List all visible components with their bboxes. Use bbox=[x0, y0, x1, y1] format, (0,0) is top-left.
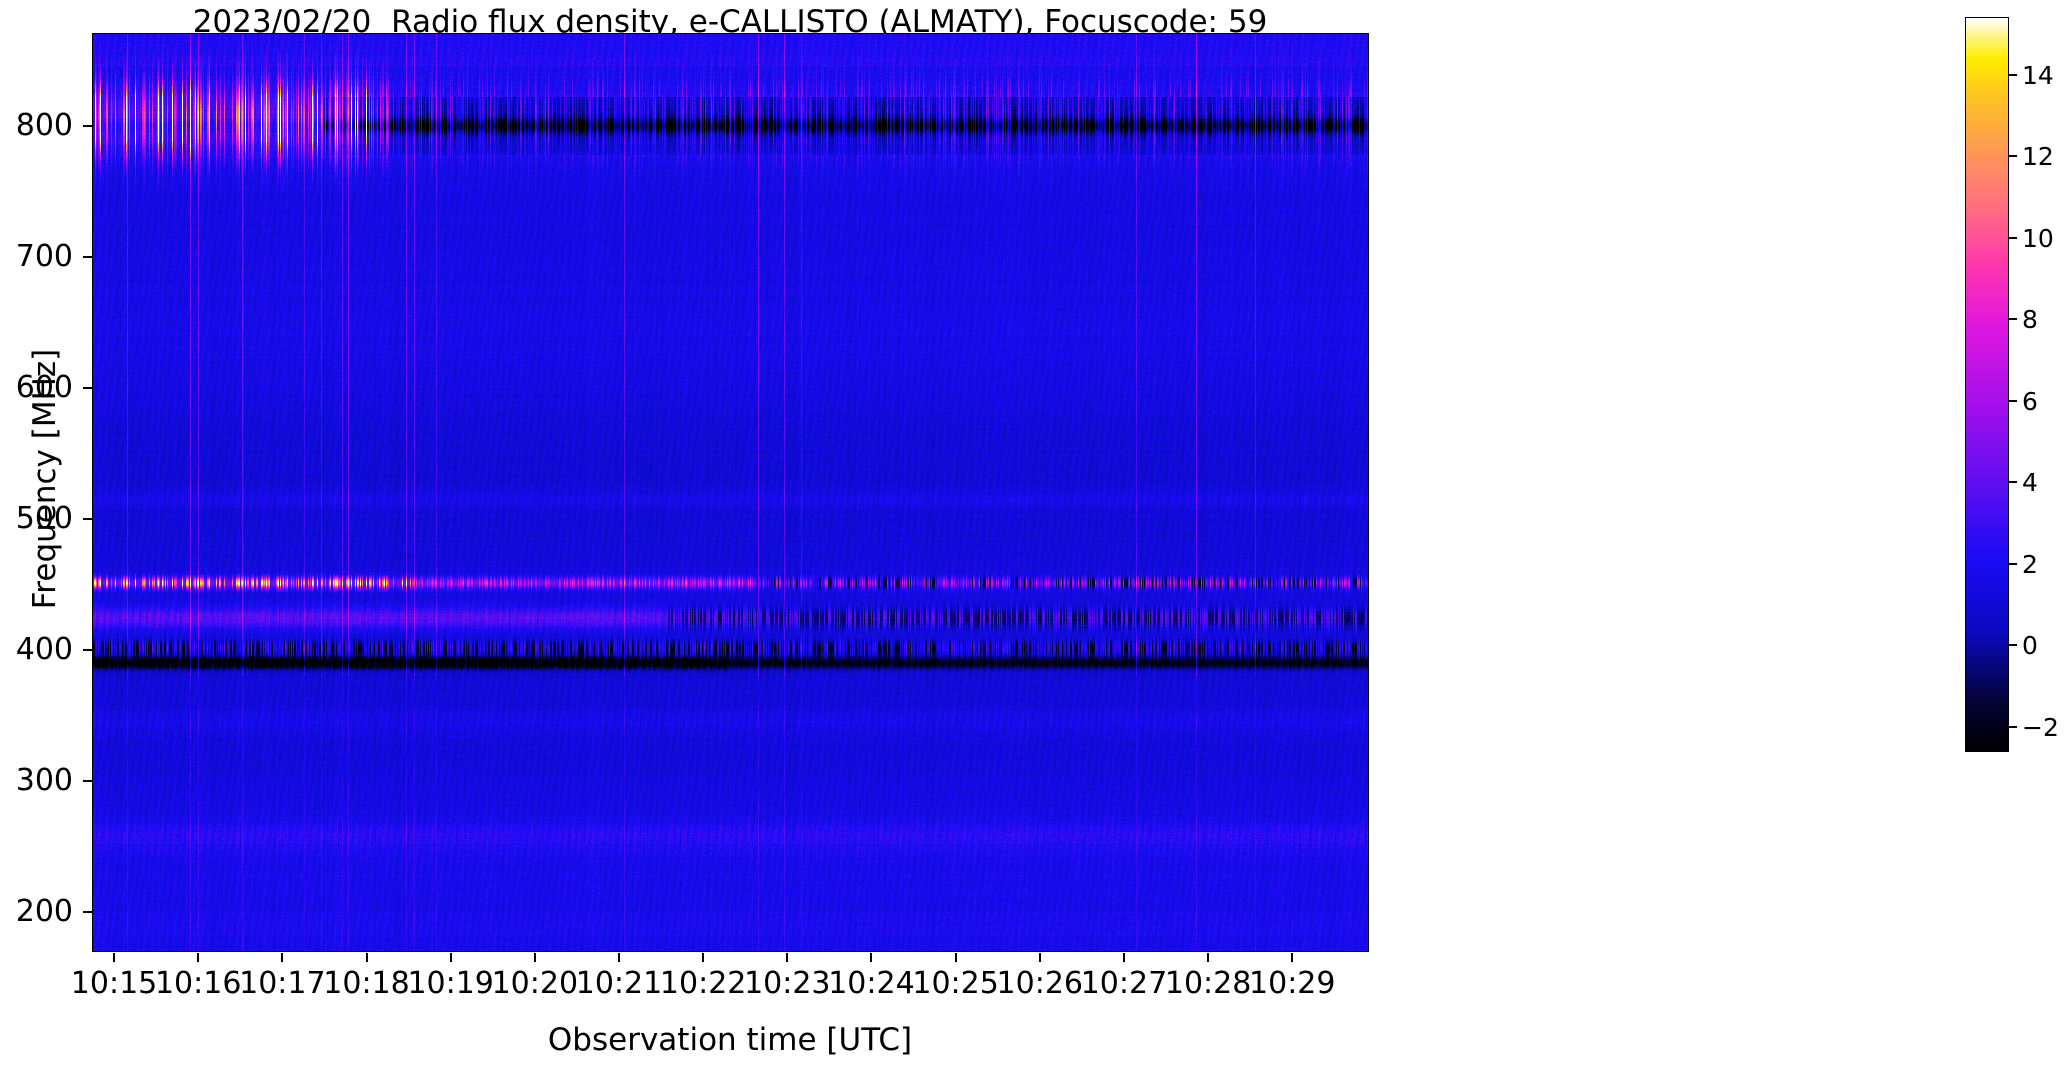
x-tick-label: 10:21 bbox=[575, 966, 663, 1001]
x-tick-label: 10:29 bbox=[1249, 966, 1336, 1001]
colorbar-tick-mark bbox=[2009, 725, 2017, 728]
colorbar-tick-label: 10 bbox=[2022, 223, 2054, 253]
x-tick-mark bbox=[1038, 953, 1041, 962]
x-tick-label: 10:16 bbox=[154, 966, 242, 1001]
x-tick-label: 10:26 bbox=[996, 966, 1084, 1001]
colorbar-tick-mark bbox=[2009, 236, 2017, 239]
x-axis-label: Observation time [UTC] bbox=[547, 1022, 913, 1058]
x-tick-mark bbox=[533, 953, 536, 962]
y-tick-label: 200 bbox=[15, 893, 73, 929]
y-axis-label: Frequency [MHz] bbox=[27, 348, 63, 610]
y-tick-label: 300 bbox=[15, 762, 73, 798]
x-tick-label: 10:19 bbox=[407, 966, 494, 1001]
x-tick-mark bbox=[365, 953, 368, 962]
y-tick-mark bbox=[83, 779, 92, 782]
colorbar-tick-mark bbox=[2009, 318, 2017, 321]
colorbar-tick-mark bbox=[2009, 644, 2017, 647]
colorbar-tick-label: 8 bbox=[2022, 305, 2038, 335]
y-tick-mark bbox=[83, 648, 92, 651]
colorbar-tick-label: 0 bbox=[2022, 631, 2038, 661]
colorbar[interactable] bbox=[1965, 17, 2009, 752]
colorbar-tick-mark bbox=[2009, 481, 2017, 484]
x-tick-label: 10:28 bbox=[1164, 966, 1252, 1001]
x-tick-mark bbox=[702, 953, 705, 962]
colorbar-gradient bbox=[1966, 18, 2008, 751]
y-tick-mark bbox=[83, 517, 92, 520]
x-tick-mark bbox=[113, 953, 116, 962]
y-tick-mark bbox=[83, 910, 92, 913]
x-tick-label: 10:20 bbox=[491, 966, 579, 1001]
x-tick-mark bbox=[617, 953, 620, 962]
colorbar-tick-label: 2 bbox=[2022, 549, 2038, 579]
x-tick-label: 10:17 bbox=[239, 966, 326, 1001]
x-tick-mark bbox=[954, 953, 957, 962]
x-tick-mark bbox=[281, 953, 284, 962]
colorbar-tick-mark bbox=[2009, 74, 2017, 76]
spectrogram-axes[interactable] bbox=[92, 33, 1369, 952]
x-tick-mark bbox=[870, 953, 873, 962]
colorbar-tick-mark bbox=[2009, 399, 2017, 402]
y-tick-label: 800 bbox=[15, 107, 73, 143]
x-tick-label: 10:25 bbox=[912, 966, 999, 1001]
colorbar-tick-label: 6 bbox=[2022, 386, 2038, 416]
y-tick-mark bbox=[83, 255, 92, 258]
y-tick-mark bbox=[83, 386, 92, 389]
x-tick-mark bbox=[1207, 953, 1210, 962]
colorbar-tick-mark bbox=[2009, 155, 2017, 158]
x-tick-label: 10:27 bbox=[1080, 966, 1168, 1001]
colorbar-tick-mark bbox=[2009, 562, 2017, 565]
colorbar-tick-label: −2 bbox=[2022, 712, 2059, 742]
x-tick-mark bbox=[1291, 953, 1294, 962]
x-tick-label: 10:22 bbox=[659, 966, 747, 1001]
x-tick-label: 10:15 bbox=[70, 966, 158, 1001]
colorbar-tick-label: 4 bbox=[2022, 468, 2038, 498]
x-tick-mark bbox=[1122, 953, 1125, 962]
x-tick-mark bbox=[449, 953, 452, 962]
x-tick-label: 10:23 bbox=[744, 966, 831, 1001]
y-tick-mark bbox=[83, 124, 92, 127]
colorbar-tick-label: 14 bbox=[2022, 61, 2054, 90]
x-tick-label: 10:18 bbox=[323, 966, 410, 1001]
x-tick-mark bbox=[786, 953, 789, 962]
spectrogram-image[interactable] bbox=[93, 34, 1368, 951]
colorbar-tick-label: 12 bbox=[2022, 142, 2054, 172]
x-tick-label: 10:24 bbox=[828, 966, 915, 1001]
x-tick-mark bbox=[197, 953, 200, 962]
